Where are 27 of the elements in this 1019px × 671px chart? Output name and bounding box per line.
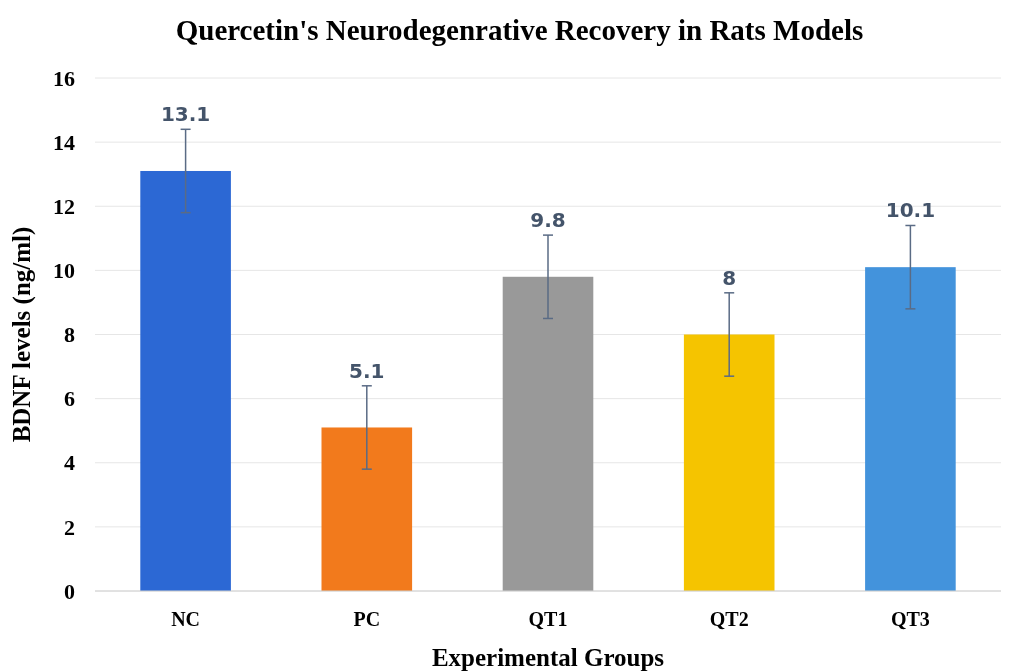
y-tick-label: 14 [53,129,75,155]
bar [140,170,231,591]
bar [502,276,594,591]
y-tick-label: 12 [53,193,75,219]
y-tick-label: 2 [64,514,75,540]
x-tick-label: QT1 [528,608,568,630]
x-tick-label: QT3 [890,608,930,630]
data-label: 8 [722,265,737,290]
data-label: 10.1 [885,198,936,223]
y-axis-title: BDNF levels (ng/ml) [8,226,36,443]
y-tick-label: 6 [64,386,75,412]
y-tick-label: 4 [64,450,75,476]
bar [683,334,775,591]
data-label: 9.8 [530,208,566,233]
x-tick-label: QT2 [709,608,749,630]
x-tick-label: PC [353,608,381,630]
y-tick-label: 16 [53,65,75,91]
data-label: 13.1 [160,102,211,127]
y-tick-label: 8 [64,322,75,348]
bar [865,267,956,591]
x-axis-title: Experimental Groups [431,644,665,671]
bar [321,427,413,591]
chart-title: Quercetin's Neurodegenrative Recovery in Rats Models [175,14,864,46]
y-tick-label: 0 [64,578,75,604]
y-tick-label: 10 [53,258,75,284]
x-tick-label: NC [171,608,201,630]
data-label: 5.1 [349,358,385,383]
